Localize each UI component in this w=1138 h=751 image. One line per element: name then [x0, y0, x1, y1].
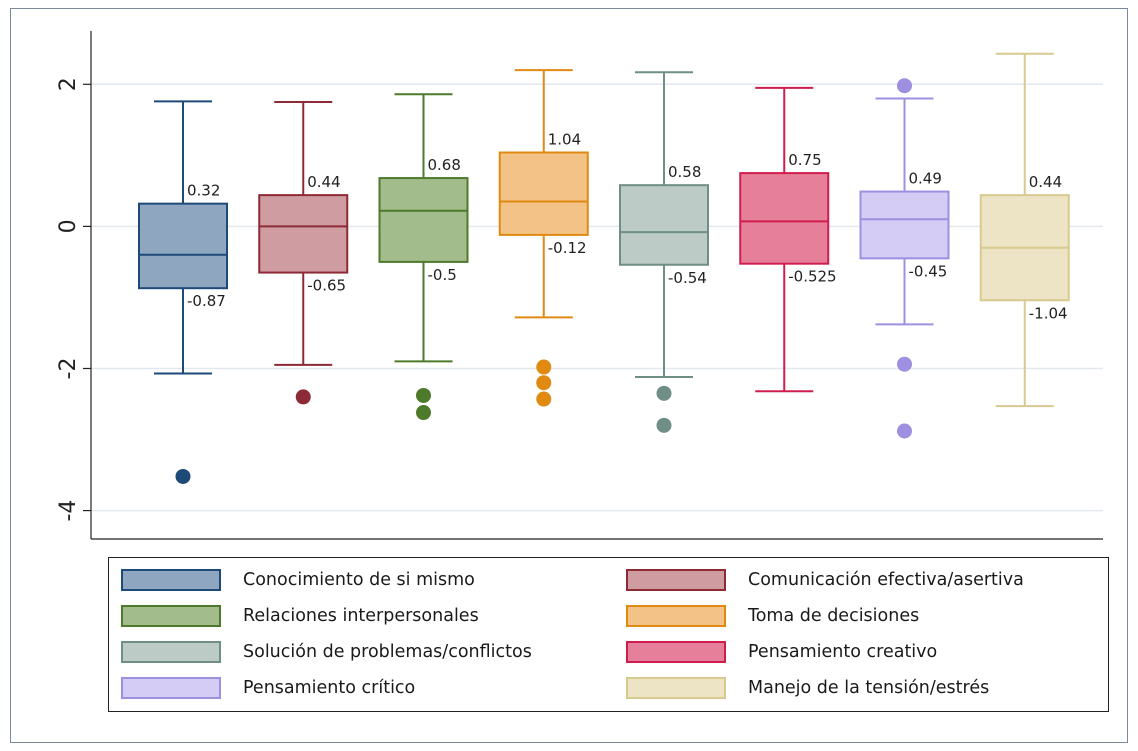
- y-tick-label: -2: [56, 358, 81, 380]
- boxes: 0.32 -0.87 0.44 -0.65 0.68 -0.5 1.04 -0.12 0.58 -…: [138, 52, 1070, 484]
- outlier-point: [416, 405, 431, 421]
- legend-label: Relaciones interpersonales: [243, 606, 479, 626]
- legend-item: Pensamiento creativo: [626, 639, 937, 665]
- legend-label: Solución de problemas/conflictos: [243, 642, 532, 662]
- legend-item: Comunicación efectiva/asertiva: [626, 567, 1024, 593]
- q1-label: -0.45: [909, 262, 948, 280]
- q1-label: -0.5: [428, 266, 457, 284]
- box-iqr: [258, 194, 349, 274]
- legend-swatch: [626, 641, 726, 663]
- outlier-point: [175, 468, 191, 484]
- q3-label: 0.44: [307, 173, 340, 191]
- q1-label: -0.12: [548, 239, 587, 257]
- outlier-point: [416, 387, 431, 403]
- q3-label: 0.49: [909, 170, 942, 188]
- q3-label: 0.32: [187, 182, 220, 200]
- gridlines: [91, 31, 1103, 539]
- outlier-point: [536, 391, 552, 407]
- q3-label: 0.75: [788, 151, 821, 169]
- legend-label: Conocimiento de si mismo: [243, 570, 475, 590]
- outlier-point: [295, 389, 311, 405]
- legend-swatch: [121, 605, 221, 627]
- legend-swatch: [121, 677, 221, 699]
- outlier-point: [897, 356, 912, 372]
- legend: Conocimiento de si mismo Comunicación efe…: [108, 557, 1109, 712]
- legend-item: Relaciones interpersonales: [121, 603, 479, 629]
- legend-label: Pensamiento crítico: [243, 678, 416, 698]
- y-axis: 2 0 -2 -4: [56, 31, 1103, 540]
- legend-item: Manejo de la tensión/estrés: [626, 675, 989, 701]
- q1-label: -1.04: [1029, 304, 1068, 322]
- legend-item: Pensamiento crítico: [121, 675, 415, 701]
- box-iqr: [138, 202, 228, 290]
- legend-swatch: [626, 569, 726, 591]
- y-tick-label: -4: [56, 500, 81, 522]
- box-2: 0.44 -0.65: [258, 101, 349, 405]
- boxplot-chart: 2 0 -2 -4 0.32 -0.87 0.44 -0.65 0.68 -0.5 1.04 -0.…: [56, 31, 1103, 540]
- box-6: 0.75 -0.525: [739, 86, 837, 393]
- q3-label: 1.04: [548, 130, 581, 148]
- legend-label: Comunicación efectiva/asertiva: [748, 570, 1024, 590]
- outlier-point: [536, 375, 552, 391]
- y-tick-label: 0: [56, 219, 81, 233]
- box-1: 0.32 -0.87: [138, 100, 228, 484]
- outlier-point: [897, 423, 912, 439]
- q1-label: -0.54: [668, 269, 707, 287]
- q3-label: 0.58: [668, 163, 701, 181]
- box-iqr: [619, 184, 709, 266]
- box-7: 0.49 -0.45: [859, 78, 950, 439]
- outlier-point: [897, 78, 912, 94]
- legend-swatch: [121, 569, 221, 591]
- box-iqr: [498, 151, 589, 236]
- box-4: 1.04 -0.12: [498, 69, 589, 407]
- box-iqr: [378, 177, 469, 263]
- legend-label: Manejo de la tensión/estrés: [748, 678, 990, 698]
- legend-label: Pensamiento creativo: [748, 642, 938, 662]
- q1-label: -0.525: [788, 268, 836, 286]
- legend-swatch: [121, 641, 221, 663]
- outlier-point: [656, 417, 672, 433]
- q1-label: -0.65: [307, 277, 346, 295]
- q3-label: 0.44: [1029, 173, 1062, 191]
- legend-label: Toma de decisiones: [748, 606, 920, 626]
- box-iqr: [859, 190, 950, 260]
- box-5: 0.58 -0.54: [619, 71, 709, 433]
- box-3: 0.68 -0.5: [378, 93, 469, 421]
- outlier-point: [656, 385, 672, 401]
- q1-label: -0.87: [187, 292, 226, 310]
- legend-swatch: [626, 605, 726, 627]
- chart-frame: 2 0 -2 -4 0.32 -0.87 0.44 -0.65 0.68 -0.5 1.04 -0.…: [10, 8, 1128, 743]
- legend-item: Toma de decisiones: [626, 603, 919, 629]
- legend-item: Conocimiento de si mismo: [121, 567, 475, 593]
- outlier-point: [536, 359, 552, 375]
- box-8: 0.44 -1.04: [979, 52, 1070, 408]
- legend-item: Solución de problemas/conflictos: [121, 639, 532, 665]
- legend-swatch: [626, 677, 726, 699]
- q3-label: 0.68: [428, 156, 461, 174]
- plot-area: [91, 31, 1103, 539]
- y-tick-label: 2: [56, 77, 81, 91]
- box-iqr: [739, 172, 830, 265]
